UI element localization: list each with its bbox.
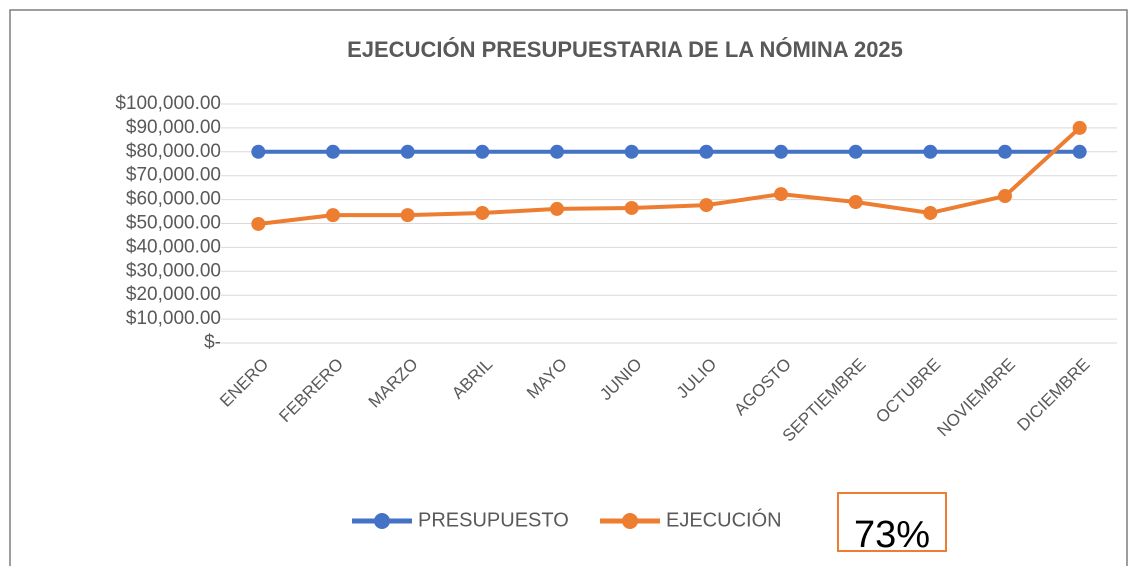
data-point <box>848 194 863 209</box>
data-point <box>998 189 1012 204</box>
data-point <box>699 198 714 213</box>
data-point <box>774 144 788 159</box>
y-tick-label: $- <box>204 332 221 353</box>
annotation: 73% <box>854 514 930 556</box>
data-point <box>550 201 564 216</box>
data-point <box>923 144 938 159</box>
y-tick-label: $40,000.00 <box>126 236 221 257</box>
y-tick-label: $60,000.00 <box>126 189 221 210</box>
y-tick-label: $50,000.00 <box>126 213 221 234</box>
legend-label: EJECUCIÓN <box>666 508 782 531</box>
series-line <box>258 126 1082 226</box>
data-point <box>624 200 639 215</box>
y-tick-label: $70,000.00 <box>126 165 221 186</box>
y-tick-label: $80,000.00 <box>126 141 221 162</box>
data-point <box>848 144 863 159</box>
data-point <box>251 144 266 159</box>
y-tick-label: $20,000.00 <box>126 284 221 305</box>
data-point <box>1072 120 1087 135</box>
chart-title: EJECUCIÓN PRESUPUESTARIA DE LA NÓMINA 20… <box>347 37 903 62</box>
annotation-box <box>837 492 947 552</box>
data-point <box>326 144 340 159</box>
data-point <box>550 144 564 159</box>
legend-label: PRESUPUESTO <box>418 509 569 531</box>
y-tick-label: $100,000.00 <box>115 93 221 114</box>
data-point <box>699 144 714 159</box>
y-tick-label: $90,000.00 <box>126 117 221 138</box>
y-tick-label: $10,000.00 <box>126 308 221 329</box>
data-point <box>774 187 788 202</box>
data-point <box>1072 144 1087 159</box>
data-point <box>475 144 490 159</box>
data-point <box>998 144 1012 159</box>
data-point <box>400 208 415 223</box>
data-point <box>624 144 639 159</box>
data-point <box>400 144 415 159</box>
data-point <box>251 216 266 231</box>
legend-marker <box>374 513 390 529</box>
legend-marker <box>622 513 638 529</box>
data-point <box>326 208 340 223</box>
data-point <box>475 205 490 220</box>
y-tick-label: $30,000.00 <box>126 260 221 281</box>
data-point <box>923 205 938 220</box>
